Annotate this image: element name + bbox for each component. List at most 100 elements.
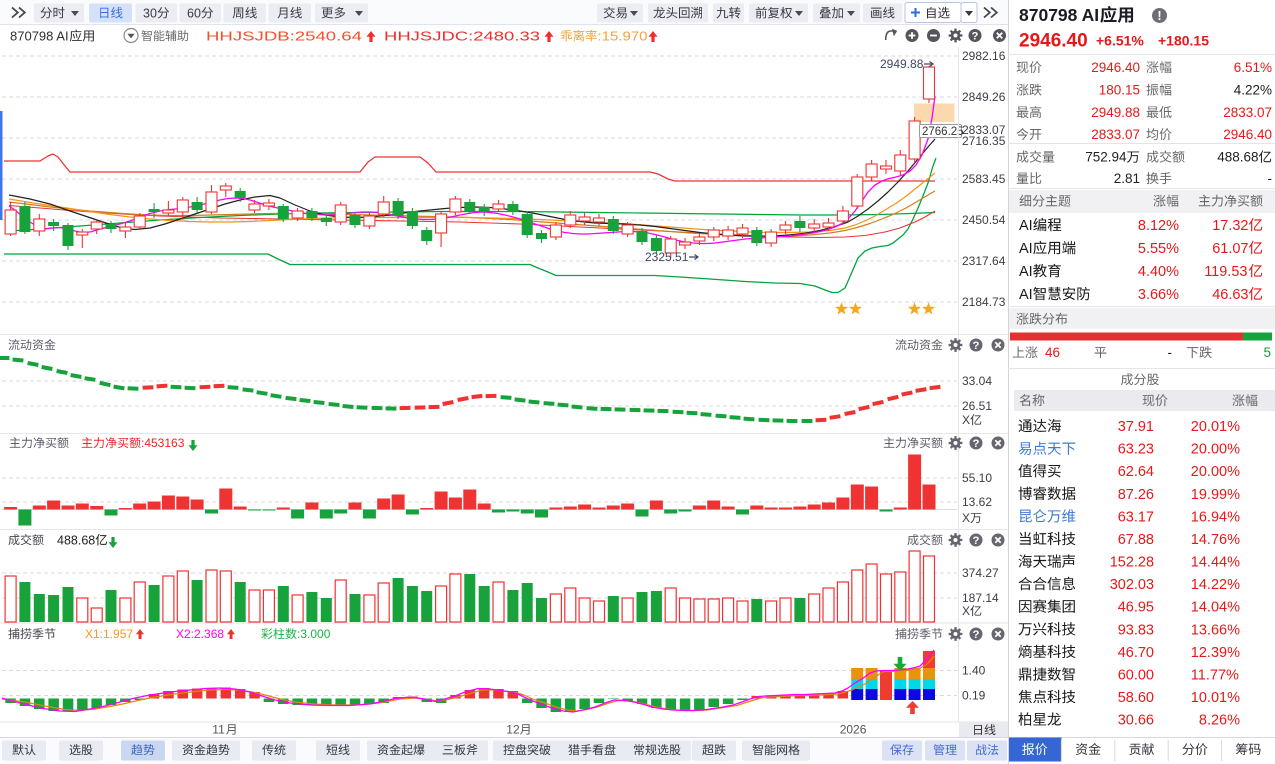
svg-text:119.53: 119.53 (1204, 264, 1247, 280)
svg-text:870798 AI: 870798 AI (10, 29, 69, 44)
svg-text:87.26: 87.26 (1118, 487, 1154, 503)
svg-text:12.39%: 12.39% (1191, 645, 1240, 661)
svg-text:2325.51: 2325.51 (645, 250, 689, 264)
svg-text:2849.26: 2849.26 (962, 90, 1006, 104)
svg-text:?: ? (972, 31, 979, 43)
svg-text:26.51: 26.51 (962, 399, 992, 413)
svg-text:2946.40: 2946.40 (1019, 31, 1088, 52)
svg-text:HHJSJDC:2480.33: HHJSJDC:2480.33 (384, 28, 540, 43)
svg-text:2317.64: 2317.64 (962, 254, 1006, 268)
svg-text:8.12%: 8.12% (1138, 218, 1179, 234)
svg-text:2949.88: 2949.88 (880, 57, 924, 71)
svg-text:5.55%: 5.55% (1138, 241, 1179, 257)
svg-text:752.94: 752.94 (1085, 150, 1127, 165)
svg-text:AI: AI (1019, 287, 1033, 303)
svg-text:46: 46 (1045, 345, 1060, 360)
svg-text:AI: AI (1019, 264, 1033, 280)
svg-text:AI: AI (1019, 218, 1033, 234)
svg-text:55.10: 55.10 (962, 471, 992, 485)
svg-text:187.14: 187.14 (962, 591, 999, 605)
svg-text:+6.51%: +6.51% (1096, 32, 1144, 48)
svg-text:?: ? (973, 340, 980, 352)
svg-text:11.77%: 11.77% (1191, 668, 1239, 684)
svg-text:60.00: 60.00 (1118, 668, 1154, 684)
svg-text:30.66: 30.66 (1118, 713, 1154, 729)
svg-text:2583.45: 2583.45 (962, 172, 1006, 186)
svg-text:2450.54: 2450.54 (962, 213, 1006, 227)
svg-text:46.95: 46.95 (1118, 600, 1154, 616)
svg-text:870798 AI: 870798 AI (1019, 5, 1099, 25)
svg-text:2982.16: 2982.16 (962, 49, 1006, 63)
svg-text:14.76%: 14.76% (1191, 532, 1240, 548)
svg-text:?: ? (973, 629, 980, 641)
svg-text:2184.73: 2184.73 (962, 295, 1006, 309)
svg-text:14.22%: 14.22% (1191, 577, 1240, 593)
svg-text:X2:2.368: X2:2.368 (176, 627, 224, 641)
svg-text::3.000: :3.000 (297, 627, 331, 641)
svg-text:30: 30 (143, 6, 157, 20)
svg-text:58.60: 58.60 (1118, 690, 1154, 706)
svg-text:2946.40: 2946.40 (1091, 60, 1140, 75)
svg-text:2026: 2026 (840, 723, 867, 737)
svg-text:2833.07: 2833.07 (962, 123, 1006, 137)
svg-text:10.01%: 10.01% (1191, 690, 1240, 706)
svg-text:12: 12 (506, 723, 520, 737)
svg-text:63.23: 63.23 (1118, 442, 1154, 458)
svg-text:!: ! (1157, 8, 1161, 23)
svg-text:14.04%: 14.04% (1191, 600, 1240, 616)
svg-text:-: - (1268, 171, 1273, 186)
svg-text:20.01%: 20.01% (1191, 419, 1240, 435)
svg-text:33.04: 33.04 (962, 374, 992, 388)
svg-text:67.88: 67.88 (1118, 532, 1154, 548)
svg-text::15.970: :15.970 (598, 28, 648, 43)
svg-text::453163: :453163 (141, 436, 185, 450)
svg-text:61.07: 61.07 (1212, 241, 1248, 257)
svg-text:4.22%: 4.22% (1234, 83, 1272, 98)
svg-text:19.99%: 19.99% (1191, 487, 1240, 503)
svg-text:302.03: 302.03 (1110, 577, 1154, 593)
svg-text:X: X (962, 511, 970, 525)
svg-text:4.40%: 4.40% (1138, 264, 1179, 280)
svg-text:37.91: 37.91 (1118, 419, 1154, 435)
svg-text:14.44%: 14.44% (1191, 555, 1240, 571)
svg-text:2716.35: 2716.35 (962, 134, 1006, 148)
svg-text:2.81: 2.81 (1114, 171, 1140, 186)
svg-text:8.26%: 8.26% (1199, 713, 1240, 729)
svg-text:3.66%: 3.66% (1138, 287, 1179, 303)
svg-text:6.51%: 6.51% (1234, 60, 1272, 75)
svg-text:93.83: 93.83 (1118, 622, 1154, 638)
svg-text:+180.15: +180.15 (1158, 32, 1209, 48)
svg-text:46.63: 46.63 (1212, 287, 1248, 303)
svg-text:13.62: 13.62 (962, 495, 992, 509)
svg-text:0.19: 0.19 (962, 689, 986, 703)
svg-text:1.40: 1.40 (962, 664, 986, 678)
svg-text:X: X (962, 604, 970, 618)
svg-text:11: 11 (212, 723, 225, 737)
svg-text:13.66%: 13.66% (1191, 622, 1240, 638)
svg-text:X: X (962, 413, 970, 427)
svg-text:5: 5 (1264, 345, 1272, 360)
svg-text:152.28: 152.28 (1110, 555, 1154, 571)
svg-text:20.00%: 20.00% (1191, 442, 1240, 458)
svg-text:AI: AI (1019, 241, 1033, 257)
svg-text:2833.07: 2833.07 (1091, 127, 1140, 142)
svg-text:HHJSJDB:2540.64: HHJSJDB:2540.64 (206, 28, 362, 43)
svg-text:2766.25: 2766.25 (922, 126, 964, 138)
svg-text:?: ? (973, 535, 980, 547)
svg-text:488.68: 488.68 (1217, 150, 1258, 165)
svg-text:?: ? (973, 438, 980, 450)
svg-text:16.94%: 16.94% (1191, 509, 1240, 525)
svg-text:62.64: 62.64 (1118, 464, 1154, 480)
svg-text:63.17: 63.17 (1118, 509, 1154, 525)
svg-text:180.15: 180.15 (1099, 83, 1140, 98)
svg-text:-: - (1168, 345, 1173, 360)
svg-text:X1:1.957: X1:1.957 (85, 627, 133, 641)
svg-text:60: 60 (187, 6, 201, 20)
svg-text:374.27: 374.27 (962, 566, 999, 580)
svg-text:20.00%: 20.00% (1191, 464, 1240, 480)
svg-text:2946.40: 2946.40 (1223, 127, 1272, 142)
svg-text:17.32: 17.32 (1212, 218, 1248, 234)
svg-text:2949.88: 2949.88 (1091, 105, 1140, 120)
svg-text:488.68: 488.68 (57, 533, 95, 547)
svg-text:46.70: 46.70 (1118, 645, 1154, 661)
